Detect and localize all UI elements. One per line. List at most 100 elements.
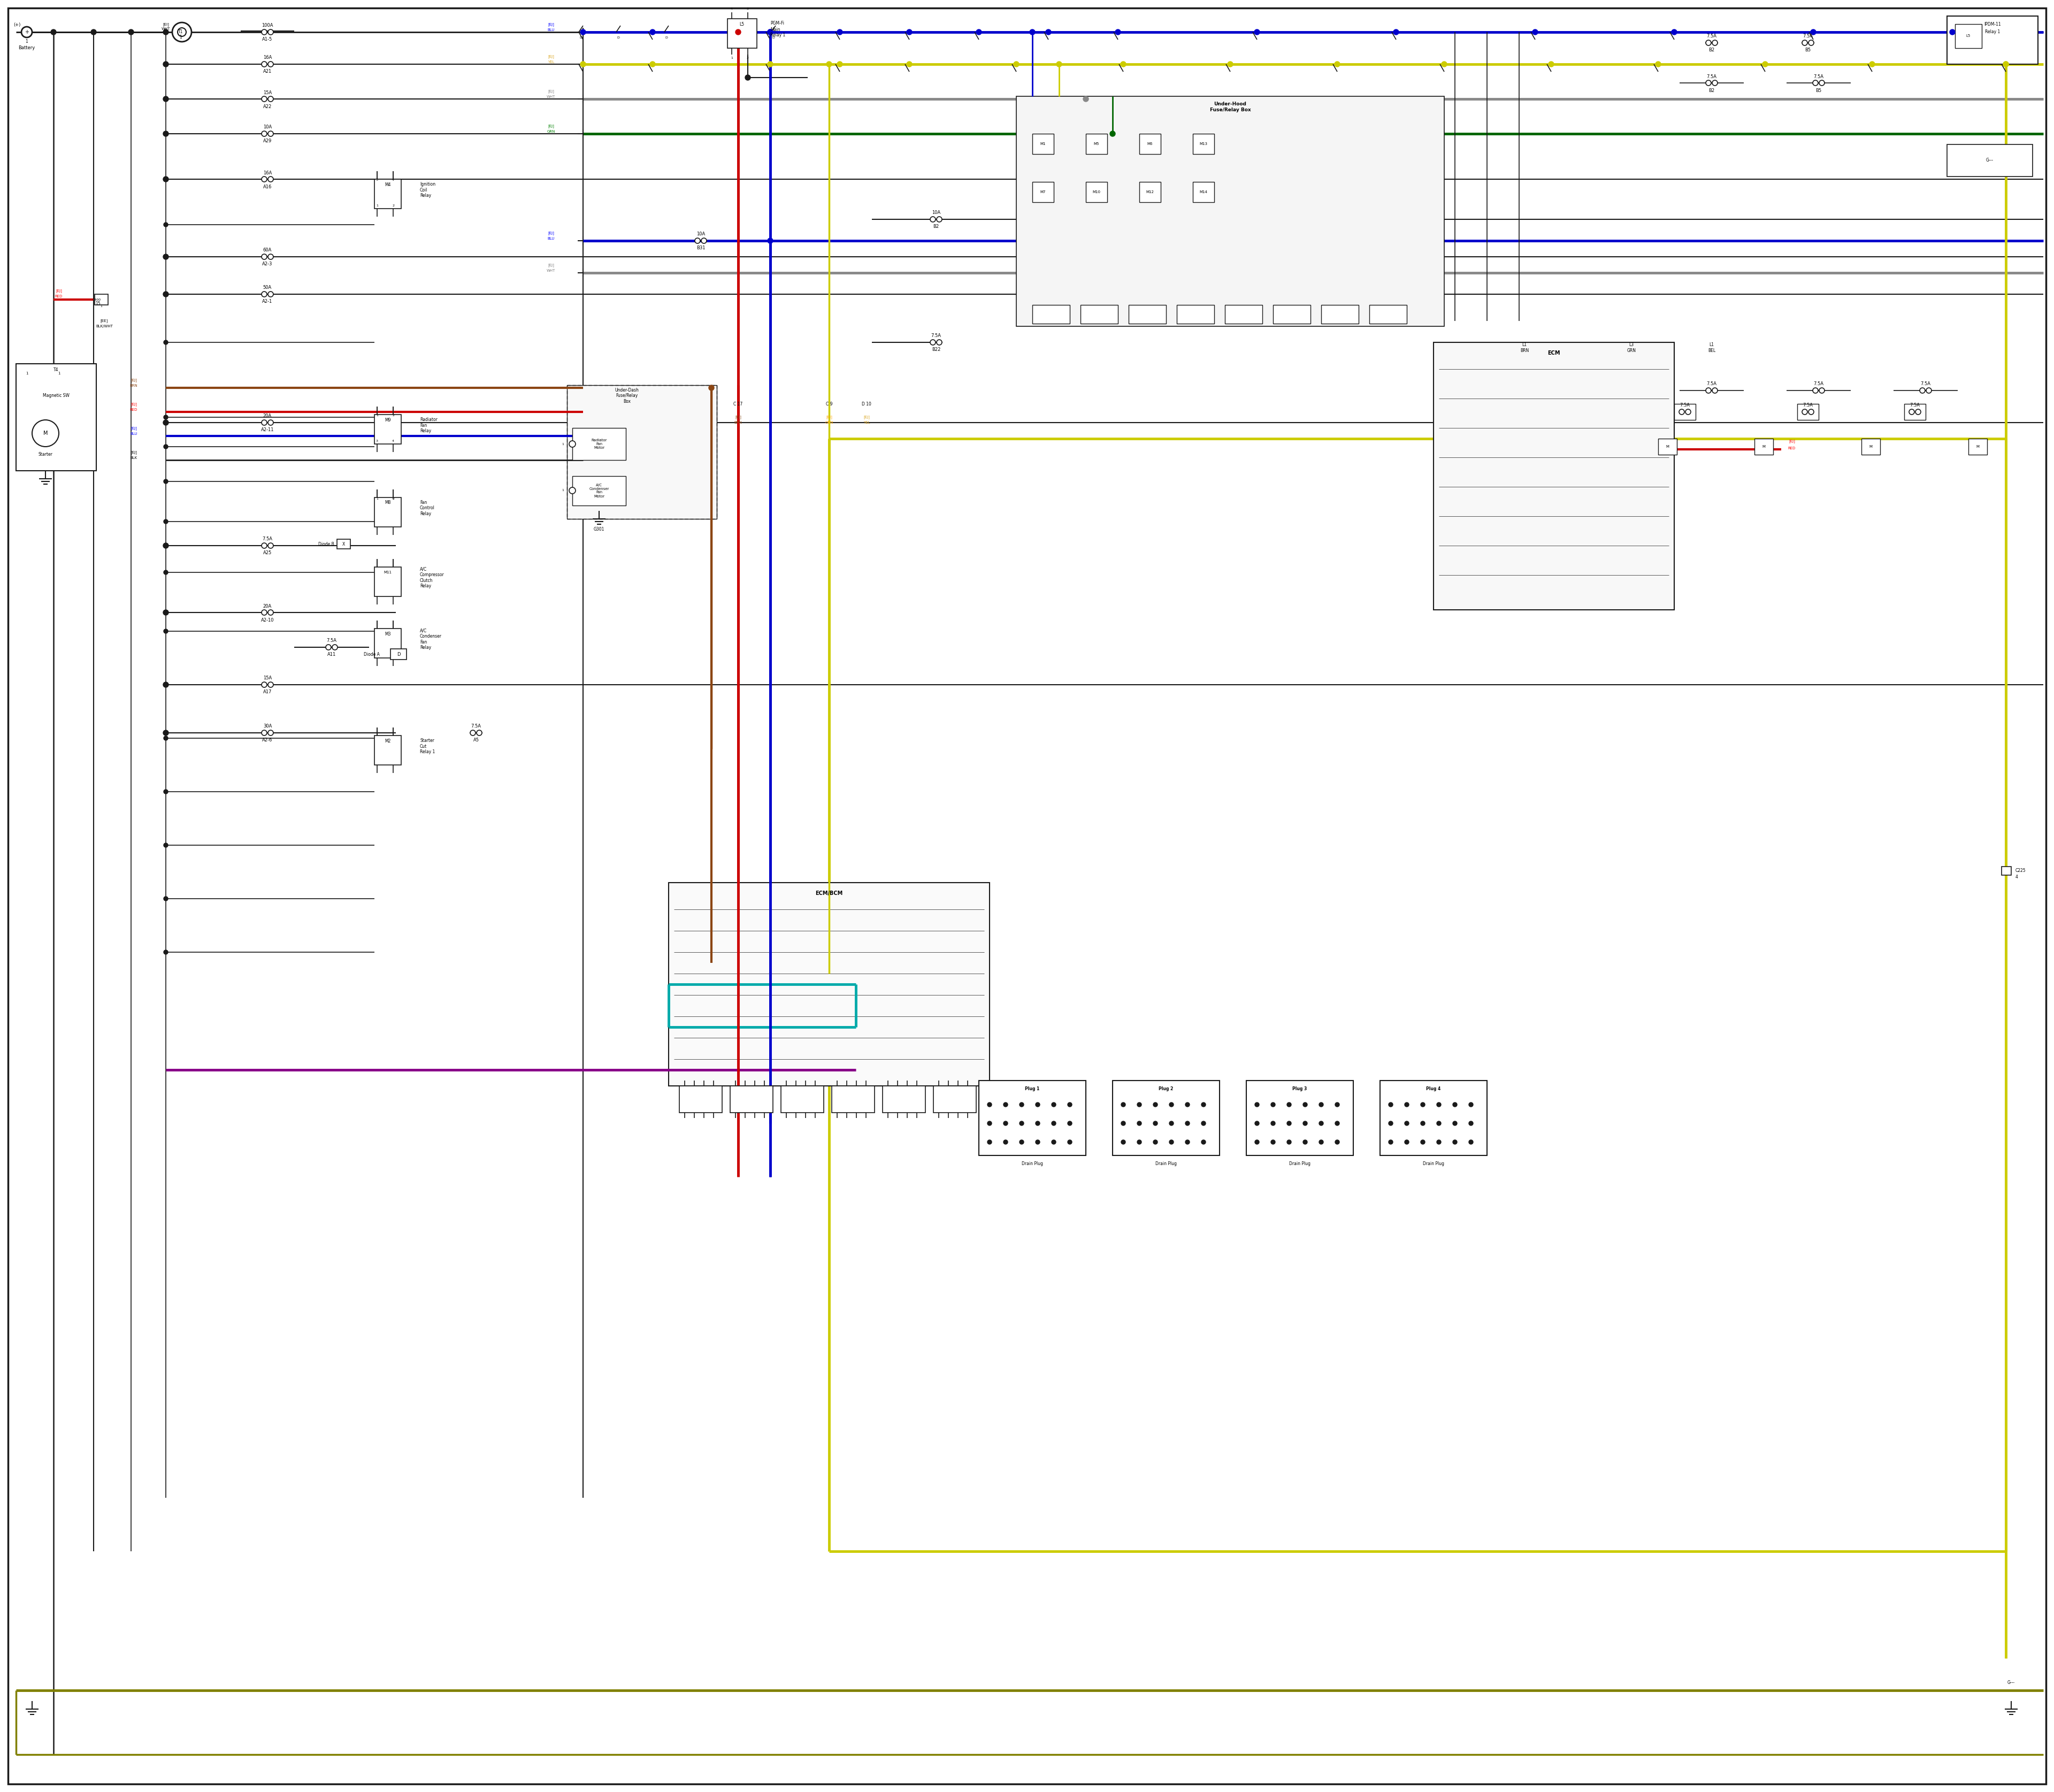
- Circle shape: [988, 1140, 992, 1145]
- Text: A/C
Condenser
Fan
Relay: A/C Condenser Fan Relay: [419, 629, 442, 650]
- Text: IPDM-11: IPDM-11: [1984, 22, 2001, 27]
- Text: Drain Plug: Drain Plug: [1290, 1161, 1310, 1167]
- Circle shape: [768, 238, 772, 244]
- Circle shape: [470, 729, 477, 735]
- Circle shape: [1121, 1140, 1126, 1145]
- Circle shape: [1705, 387, 1711, 392]
- Bar: [374, 414, 401, 444]
- Circle shape: [261, 61, 267, 66]
- Circle shape: [261, 683, 267, 688]
- Text: B2: B2: [1709, 48, 1715, 52]
- Circle shape: [164, 570, 168, 575]
- Text: L1
BRN: L1 BRN: [1520, 342, 1528, 353]
- Circle shape: [735, 29, 741, 34]
- Text: BRN: BRN: [733, 421, 741, 425]
- Circle shape: [1927, 387, 1931, 392]
- Text: 10A: 10A: [696, 231, 705, 237]
- Text: X: X: [343, 541, 345, 547]
- Circle shape: [1068, 1102, 1072, 1107]
- Circle shape: [1019, 1102, 1023, 1107]
- Bar: [1128, 305, 1167, 324]
- Bar: [573, 428, 626, 461]
- Circle shape: [267, 683, 273, 688]
- Circle shape: [164, 683, 168, 686]
- Circle shape: [1019, 1140, 1023, 1145]
- Bar: [374, 566, 401, 597]
- Bar: [832, 1086, 875, 1113]
- Bar: [16, 364, 97, 471]
- Circle shape: [1405, 1140, 1409, 1145]
- Circle shape: [164, 737, 168, 740]
- Bar: [1140, 134, 1161, 154]
- Text: 2: 2: [392, 414, 394, 418]
- Text: A11: A11: [327, 652, 337, 658]
- Circle shape: [1808, 39, 1814, 45]
- Circle shape: [267, 131, 273, 136]
- Circle shape: [1068, 1140, 1072, 1145]
- Text: [EJ]: [EJ]: [826, 416, 832, 419]
- Bar: [1904, 403, 1927, 419]
- Text: C 17: C 17: [733, 401, 744, 407]
- Circle shape: [1812, 29, 1816, 34]
- Circle shape: [649, 61, 655, 66]
- Text: +: +: [25, 29, 29, 34]
- Circle shape: [1686, 409, 1690, 414]
- Circle shape: [164, 629, 168, 633]
- Text: 15A: 15A: [263, 90, 271, 95]
- Text: Radiator
Fan
Relay: Radiator Fan Relay: [419, 418, 438, 434]
- Circle shape: [826, 61, 832, 66]
- Circle shape: [1452, 1102, 1456, 1107]
- Text: WHT: WHT: [546, 269, 555, 272]
- Circle shape: [261, 254, 267, 260]
- Circle shape: [164, 444, 168, 448]
- Circle shape: [333, 645, 337, 650]
- Bar: [1797, 403, 1818, 419]
- Circle shape: [838, 61, 842, 66]
- Text: Starter
Cut
Relay 1: Starter Cut Relay 1: [419, 738, 435, 754]
- Circle shape: [1152, 1122, 1158, 1125]
- Text: C 9: C 9: [826, 401, 832, 407]
- Text: [EE]: [EE]: [101, 319, 109, 323]
- Circle shape: [261, 419, 267, 425]
- Text: BLU: BLU: [546, 237, 555, 240]
- Circle shape: [162, 609, 168, 615]
- Text: Ignition
Coil
Relay: Ignition Coil Relay: [419, 183, 435, 197]
- Circle shape: [1801, 39, 1808, 45]
- Circle shape: [1082, 97, 1089, 102]
- Circle shape: [1762, 61, 1768, 66]
- Circle shape: [838, 29, 842, 34]
- Text: L3
GRN: L3 GRN: [1627, 342, 1635, 353]
- Text: BLU: BLU: [129, 432, 138, 435]
- Circle shape: [1949, 29, 1955, 34]
- Bar: [1861, 439, 1879, 455]
- Bar: [374, 629, 401, 658]
- Text: A2-11: A2-11: [261, 428, 273, 432]
- Circle shape: [694, 238, 700, 244]
- Text: WHT: WHT: [546, 95, 555, 99]
- Circle shape: [1656, 61, 1662, 66]
- Circle shape: [1705, 81, 1711, 86]
- Bar: [1380, 1081, 1487, 1156]
- Text: BRN: BRN: [129, 383, 138, 387]
- Circle shape: [649, 29, 655, 34]
- Circle shape: [1713, 39, 1717, 45]
- Text: A17: A17: [263, 690, 271, 695]
- Circle shape: [906, 61, 912, 66]
- Text: [EJ]: [EJ]: [55, 289, 62, 292]
- Bar: [1434, 342, 1674, 609]
- Bar: [1321, 305, 1358, 324]
- Text: Battery: Battery: [18, 47, 35, 50]
- Text: 100A: 100A: [261, 23, 273, 29]
- Circle shape: [164, 790, 168, 794]
- Text: ECM: ECM: [1547, 351, 1561, 357]
- Text: 3: 3: [376, 441, 378, 443]
- Text: [EJ]: [EJ]: [131, 426, 138, 430]
- Bar: [781, 1086, 824, 1113]
- Circle shape: [1169, 1102, 1173, 1107]
- Text: YEL: YEL: [863, 421, 871, 425]
- Circle shape: [1109, 131, 1115, 136]
- Text: M: M: [1762, 444, 1764, 448]
- Bar: [1033, 181, 1054, 202]
- Circle shape: [162, 97, 168, 102]
- Circle shape: [267, 543, 273, 548]
